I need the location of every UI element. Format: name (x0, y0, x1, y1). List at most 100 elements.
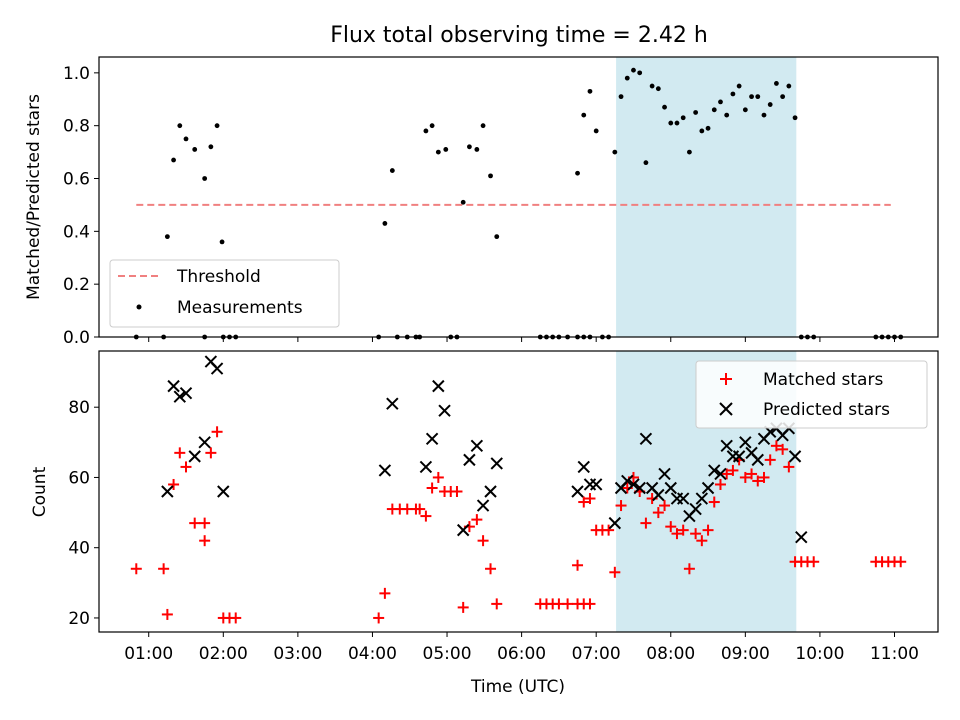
y-tick-label: 0.2 (63, 275, 90, 295)
measurement-point (214, 123, 220, 129)
measurement-point (786, 83, 792, 89)
matched-star-point (432, 471, 444, 483)
measurement-point (674, 120, 680, 126)
measurement-point (705, 125, 711, 131)
measurement-point (693, 110, 699, 115)
ratio-y-axis-label: Matched/Predicted stars (24, 94, 44, 300)
threshold-legend-label: Threshold (176, 267, 261, 287)
predicted-star-point (795, 530, 808, 544)
x-tick-label: 04:00 (348, 644, 397, 664)
ratio-legend: Threshold Measurements (109, 259, 340, 328)
matched-star-point (199, 517, 211, 529)
matched-star-point (615, 500, 627, 512)
predicted-star-point (751, 453, 764, 467)
predicted-star-point (720, 439, 733, 453)
predicted-star-point (161, 485, 174, 498)
measurement-point (724, 112, 730, 118)
measurement-point (389, 168, 395, 173)
ratio-panel: 0.0 0.2 0.4 0.6 0.8 1.0 Matched/Predicted sta… (24, 56, 939, 348)
count-plot-frame (98, 350, 939, 633)
predicted-star-point (652, 488, 665, 502)
predicted-star-point (432, 379, 445, 393)
predicted-star-point (188, 450, 201, 463)
measurement-point (767, 102, 773, 107)
predicted-star-point (695, 492, 709, 505)
matched-star-point (491, 598, 503, 610)
matched-star-point (777, 443, 789, 455)
x-tick-label: 06:00 (497, 644, 546, 664)
matched-star-point (677, 524, 689, 536)
x-tick-label: 09:00 (721, 644, 770, 664)
measurement-point (774, 81, 779, 86)
y-tick-label: 1.0 (63, 64, 90, 84)
matched-star-point (671, 528, 683, 540)
matched-star-point (211, 426, 223, 438)
matched-stars-points (130, 426, 907, 624)
measurement-point (711, 107, 717, 113)
count-legend: Matched stars Predicted stars (695, 360, 928, 429)
measurement-point (624, 75, 630, 81)
measurement-point (443, 147, 449, 152)
measurement-point (699, 128, 705, 134)
y-tick-label: 80 (68, 398, 90, 418)
matched-star-point (199, 535, 211, 547)
matched-star-point (584, 493, 596, 505)
matched-star-point (477, 535, 489, 547)
predicted-star-point (708, 464, 721, 477)
matched-star-point (808, 556, 820, 568)
measurement-point (480, 123, 486, 129)
measurement-point (171, 157, 176, 163)
measurement-point (429, 123, 435, 129)
predicted-star-point (664, 481, 677, 495)
predicted-stars-points (161, 355, 808, 544)
predicted-star-point (701, 481, 715, 495)
matched-star-point (652, 507, 664, 519)
measurement-point (581, 112, 587, 118)
measurement-point (435, 149, 441, 155)
matched-star-point (895, 556, 907, 568)
matched-star-point (578, 496, 590, 508)
predicted-star-point (173, 390, 186, 403)
predicted-star-point (438, 404, 451, 417)
x-tick-label: 08:00 (646, 644, 695, 664)
matched-star-point (230, 612, 242, 624)
measurement-point (755, 94, 761, 100)
predicted-star-point (210, 362, 224, 375)
predicted-star-point (639, 432, 653, 446)
predicted-star-point (167, 379, 180, 393)
x-tick-label: 10:00 (795, 644, 844, 664)
measurement-point (423, 128, 429, 134)
matched-star-point (471, 514, 483, 526)
matched-star-point (683, 563, 695, 575)
measurement-point (792, 115, 798, 121)
measurement-point (467, 144, 472, 150)
matched-star-point (727, 464, 739, 476)
predicted-star-point (463, 453, 476, 467)
matched-star-point (457, 601, 469, 613)
y-tick-label: 0.8 (63, 117, 90, 137)
chart-title: Flux total observing time = 2.42 h (330, 23, 708, 48)
measurements-legend-swatch (136, 304, 142, 310)
measurement-point (382, 221, 388, 226)
predicted-star-point (589, 478, 603, 491)
predicted-star-point (425, 432, 439, 446)
predicted-star-point (689, 502, 702, 516)
measurement-point (761, 112, 767, 118)
matched-star-point (746, 468, 758, 480)
y-tick-label: 60 (68, 468, 90, 488)
matched-star-point (562, 598, 574, 610)
matched-star-point (764, 454, 776, 466)
predicted-star-point (739, 436, 752, 449)
x-tick-label: 01:00 (124, 644, 173, 664)
predicted-star-point (714, 467, 727, 481)
predicted-star-point (658, 467, 671, 481)
matched-star-point (373, 612, 385, 624)
measurements-legend-label: Measurements (177, 298, 303, 318)
matched-legend-swatch (720, 373, 732, 385)
matched-star-point (665, 521, 677, 533)
matched-star-point (158, 563, 170, 575)
predicted-legend-label: Predicted stars (763, 400, 890, 420)
measurement-point (164, 234, 170, 240)
matched-star-point (379, 587, 391, 599)
